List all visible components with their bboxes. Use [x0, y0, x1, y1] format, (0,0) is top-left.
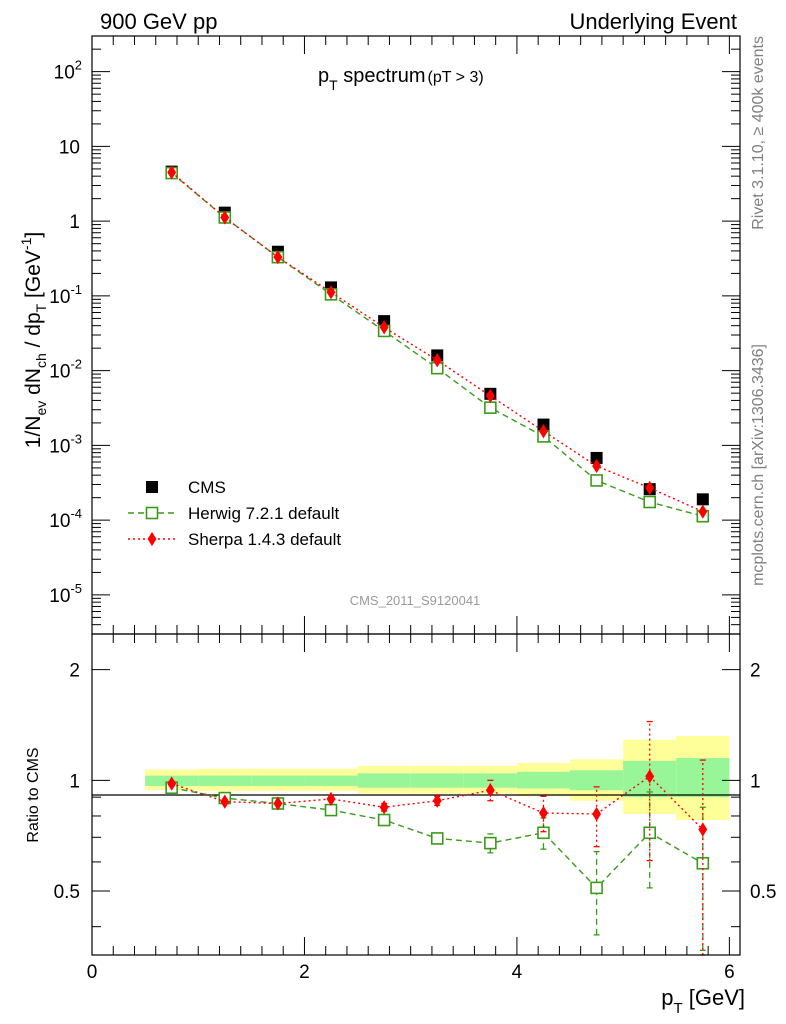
ratio-point	[537, 826, 550, 840]
data-point	[643, 495, 657, 509]
main-y-tick-label: 10	[59, 137, 80, 158]
ratio-point	[484, 836, 497, 850]
ratio-point	[698, 822, 708, 837]
ratio-y-tick-label-left: 0.5	[54, 882, 80, 903]
ratio-y-tick-label-left: 2	[69, 661, 80, 682]
analysis-watermark: CMS_2011_S9120041	[350, 593, 481, 608]
data-point	[539, 424, 548, 439]
title-p: p	[318, 65, 329, 87]
ratio-point	[592, 806, 602, 822]
legend: CMS Herwig 7.2.1 default Sherpa 1.4.3 defa…	[128, 478, 341, 549]
x-tick-label: 6	[724, 962, 735, 983]
x-axis-label-p: p	[661, 985, 673, 1010]
series-line	[171, 172, 704, 517]
data-point	[590, 474, 603, 487]
title-rest: spectrum	[338, 65, 426, 87]
ratio-series-line	[171, 775, 704, 831]
legend-marker	[145, 506, 159, 520]
series-1	[165, 166, 710, 523]
title-sub: T	[329, 77, 338, 93]
data-point	[645, 480, 655, 496]
series-line	[171, 171, 704, 513]
ratio-point	[643, 826, 657, 840]
main-y-tick-label: 10-2	[49, 357, 82, 383]
mcplots-reference-label: mcplots.cern.ch [arXiv:1306.3436]	[750, 344, 767, 586]
ratio-tick-labels: 0.5 0.5 1 1 2 2 0 2 4 6	[54, 661, 777, 983]
data-point	[220, 210, 230, 225]
header-right-label: Underlying Event	[569, 9, 737, 34]
ratio-point	[326, 791, 336, 807]
green-band	[251, 775, 305, 787]
ratio-y-tick-label-right: 2	[750, 661, 761, 682]
x-tick-label: 4	[512, 962, 523, 983]
data-point	[592, 458, 602, 474]
ratio-frame	[91, 633, 741, 956]
legend-marker	[146, 481, 158, 493]
ratio-point	[430, 832, 444, 845]
main-axis-ticks	[91, 35, 740, 635]
ratio-point	[590, 881, 603, 895]
ratio-point	[432, 793, 442, 808]
x-axis-label: pT [GeV]	[661, 985, 745, 1017]
green-band	[357, 773, 411, 788]
x-axis-label-rest: [GeV]	[683, 985, 745, 1010]
green-band	[516, 771, 571, 789]
ratio-point	[167, 776, 177, 791]
data-point	[273, 250, 283, 265]
series-2	[167, 165, 708, 519]
main-y-tick-label: 1	[69, 212, 80, 233]
main-y-tick-label: 10-3	[49, 431, 82, 457]
ratio-y-tick-label-left: 1	[69, 771, 80, 792]
ratio-panel: 0.5 0.5 1 1 2 2 0 2 4 6 Ratio to CMS pT [GeV]	[25, 633, 777, 1017]
data-point	[379, 320, 389, 335]
x-tick-label: 2	[299, 962, 310, 983]
ratio-point	[379, 800, 389, 815]
title-cut: (pT > 3)	[428, 69, 484, 86]
main-y-tick-labels: 10-5 10-4 10-3 10-2 10-1 1 10 102	[49, 58, 82, 607]
rivet-version-label: Rivet 3.1.10, ≥ 400k events	[750, 36, 767, 230]
main-y-axis-label: 1/Nev dNch / dpT [GeV-1]	[18, 232, 49, 448]
legend-marker	[147, 531, 157, 547]
data-point	[484, 401, 497, 414]
ratio-point	[485, 783, 495, 798]
ratio-series	[165, 720, 710, 956]
ratio-point	[220, 794, 230, 809]
main-panel: 10-5 10-4 10-3 10-2 10-1 1 10 102 pT spectrum (p…	[18, 35, 741, 635]
main-y-tick-label: 10-5	[49, 581, 82, 607]
data-point	[485, 388, 495, 404]
x-axis-label-sub: T	[673, 1000, 682, 1017]
data-point	[432, 353, 442, 368]
data-point	[698, 504, 708, 519]
header-left-label: 900 GeV pp	[100, 9, 217, 34]
green-band	[570, 770, 624, 791]
green-band	[198, 775, 252, 787]
ratio-y-tick-label-right: 0.5	[750, 882, 776, 903]
ratio-point	[377, 813, 391, 827]
data-point	[590, 451, 603, 464]
main-series	[165, 165, 710, 523]
data-point	[167, 165, 177, 180]
svg-text:1/Nev dNch / dpT [GeV-1]: 1/Nev dNch / dpT [GeV-1]	[18, 232, 49, 448]
main-y-tick-label: 102	[54, 58, 82, 84]
data-point	[326, 285, 336, 300]
main-y-tick-label: 10-1	[49, 282, 82, 308]
ratio-y-tick-label-right: 1	[750, 771, 761, 792]
data-point	[696, 493, 709, 506]
green-band	[304, 775, 358, 787]
series-0	[165, 165, 709, 506]
ratio-point	[273, 796, 283, 811]
legend-label: CMS	[188, 478, 226, 497]
ratio-series-1	[167, 720, 708, 956]
ratio-point	[324, 803, 338, 817]
legend-label: Sherpa 1.4.3 default	[188, 530, 341, 549]
x-tick-label: 0	[87, 962, 98, 983]
main-title: pT spectrum (pT > 3)	[318, 65, 484, 93]
main-y-tick-label: 10-4	[49, 506, 82, 532]
green-band	[410, 773, 464, 788]
legend-label: Herwig 7.2.1 default	[188, 504, 339, 523]
ratio-point	[539, 805, 548, 821]
ratio-y-axis-label: Ratio to CMS	[25, 747, 42, 842]
ratio-point	[645, 769, 655, 784]
